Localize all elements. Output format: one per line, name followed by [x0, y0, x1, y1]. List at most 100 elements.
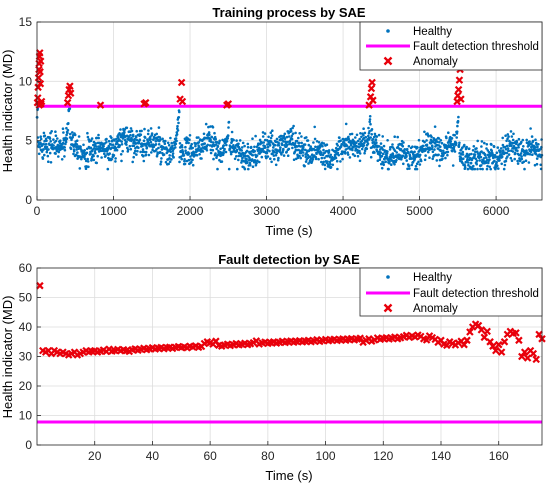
- healthy-point: [107, 139, 111, 143]
- healthy-point: [328, 160, 332, 164]
- healthy-point: [368, 130, 371, 133]
- plot-frame: [36, 21, 543, 201]
- healthy-point: [213, 144, 216, 148]
- healthy-point: [449, 140, 453, 143]
- healthy-point: [294, 131, 297, 135]
- healthy-point: [449, 142, 452, 145]
- healthy-point: [227, 126, 230, 129]
- healthy-point: [172, 156, 175, 159]
- healthy-point: [522, 145, 525, 148]
- healthy-point: [64, 142, 67, 146]
- anomaly-point: [455, 76, 464, 84]
- healthy-point: [504, 134, 507, 137]
- healthy-point: [402, 141, 405, 144]
- healthy-point: [283, 137, 287, 140]
- healthy-point: [199, 138, 202, 141]
- healthy-point: [47, 148, 50, 151]
- healthy-point: [498, 158, 501, 162]
- anomaly-point: [492, 346, 500, 355]
- healthy-point: [63, 155, 66, 158]
- healthy-point: [75, 143, 79, 146]
- healthy-point: [257, 142, 260, 145]
- healthy-point: [65, 137, 69, 140]
- healthy-point: [425, 139, 428, 142]
- healthy-point: [109, 143, 113, 146]
- healthy-point: [466, 167, 470, 171]
- healthy-point: [271, 129, 274, 132]
- healthy-point: [106, 148, 110, 151]
- healthy-point: [437, 147, 440, 150]
- healthy-point: [435, 140, 439, 143]
- healthy-point: [323, 163, 327, 167]
- healthy-point: [171, 149, 175, 152]
- healthy-point: [490, 149, 494, 153]
- anomaly-point: [36, 68, 44, 76]
- healthy-point: [273, 157, 276, 161]
- healthy-point: [485, 143, 489, 146]
- healthy-point: [537, 143, 540, 146]
- healthy-point: [463, 143, 466, 147]
- healthy-point: [445, 136, 448, 140]
- healthy-point: [390, 159, 394, 162]
- healthy-point: [41, 157, 45, 160]
- y-tick-label: 50: [19, 291, 33, 305]
- healthy-point: [430, 147, 434, 151]
- healthy-point: [471, 149, 475, 152]
- legend-healthy-marker: [386, 275, 390, 279]
- healthy-point: [86, 157, 89, 161]
- healthy-point: [351, 148, 354, 152]
- healthy-point: [164, 160, 168, 164]
- healthy-point: [437, 153, 440, 157]
- healthy-point: [448, 145, 451, 149]
- healthy-point: [237, 142, 240, 146]
- healthy-point: [301, 154, 305, 157]
- healthy-point: [362, 127, 365, 130]
- healthy-point: [45, 145, 49, 149]
- healthy-point: [488, 158, 491, 161]
- healthy-point: [287, 147, 291, 151]
- healthy-point: [66, 131, 69, 135]
- healthy-point: [244, 154, 247, 158]
- healthy-point: [407, 144, 411, 148]
- healthy-point: [262, 141, 266, 144]
- healthy-point: [479, 167, 482, 171]
- healthy-point: [95, 161, 98, 165]
- healthy-point: [115, 148, 119, 152]
- healthy-point: [175, 139, 178, 143]
- healthy-point: [272, 146, 275, 149]
- healthy-point: [356, 154, 360, 158]
- healthy-point: [57, 155, 60, 158]
- healthy-point: [203, 142, 206, 145]
- healthy-point: [210, 140, 213, 144]
- healthy-point: [191, 158, 194, 162]
- healthy-point: [510, 144, 513, 147]
- anomaly-point: [480, 333, 489, 342]
- healthy-point: [446, 150, 450, 154]
- healthy-point: [492, 145, 496, 149]
- healthy-point: [67, 122, 70, 125]
- healthy-point: [320, 160, 323, 164]
- anomaly-point: [36, 57, 45, 65]
- healthy-point: [479, 164, 483, 167]
- healthy-point: [516, 159, 519, 163]
- healthy-point: [147, 129, 150, 132]
- legend-anomaly-marker: [383, 56, 393, 66]
- healthy-point: [71, 131, 74, 134]
- healthy-point: [157, 146, 160, 150]
- healthy-point: [461, 150, 465, 154]
- x-tick-label: 1000: [100, 204, 127, 218]
- healthy-point: [367, 126, 370, 130]
- healthy-point: [290, 134, 294, 138]
- healthy-point: [150, 132, 154, 135]
- healthy-point: [118, 144, 122, 147]
- healthy-point: [378, 153, 382, 157]
- healthy-point: [374, 138, 378, 141]
- healthy-point: [159, 138, 162, 141]
- healthy-point: [175, 131, 179, 134]
- healthy-point: [444, 156, 447, 160]
- healthy-point: [85, 147, 89, 151]
- healthy-point: [146, 132, 150, 136]
- healthy-point: [159, 162, 162, 166]
- healthy-point: [52, 138, 55, 141]
- healthy-point: [194, 144, 197, 148]
